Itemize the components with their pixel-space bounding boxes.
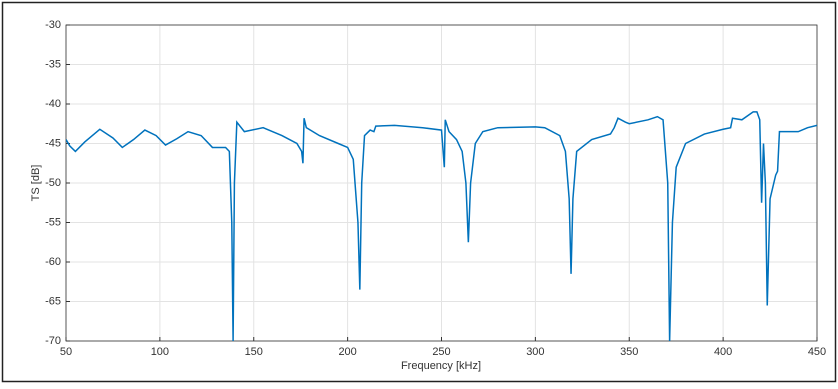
y-axis-label: TS [dB] (30, 165, 42, 202)
x-tick-label: 300 (526, 346, 544, 358)
data-line (66, 111, 817, 341)
x-axis-label: Frequency [kHz] (401, 360, 481, 372)
x-tick-label: 450 (808, 346, 826, 358)
x-tick-label: 200 (338, 346, 356, 358)
frame (1, 1, 837, 383)
x-tick-label: 150 (245, 346, 263, 358)
y-tick-label: -30 (45, 19, 61, 31)
x-tick-label: 50 (60, 346, 72, 358)
y-tick-label: -40 (45, 98, 61, 110)
y-tick-label: -50 (45, 177, 61, 189)
y-tick-label: -60 (45, 256, 61, 268)
y-tick-label: -45 (45, 137, 61, 149)
y-tick-label: -35 (45, 58, 61, 70)
y-tick-label: -65 (45, 295, 61, 307)
x-tick-label: 400 (714, 346, 732, 358)
x-tick-label: 100 (151, 346, 169, 358)
x-tick-label: 350 (620, 346, 638, 358)
y-tick-label: -70 (45, 335, 61, 347)
y-tick-label: -55 (45, 216, 61, 228)
x-tick-label: 250 (432, 346, 450, 358)
